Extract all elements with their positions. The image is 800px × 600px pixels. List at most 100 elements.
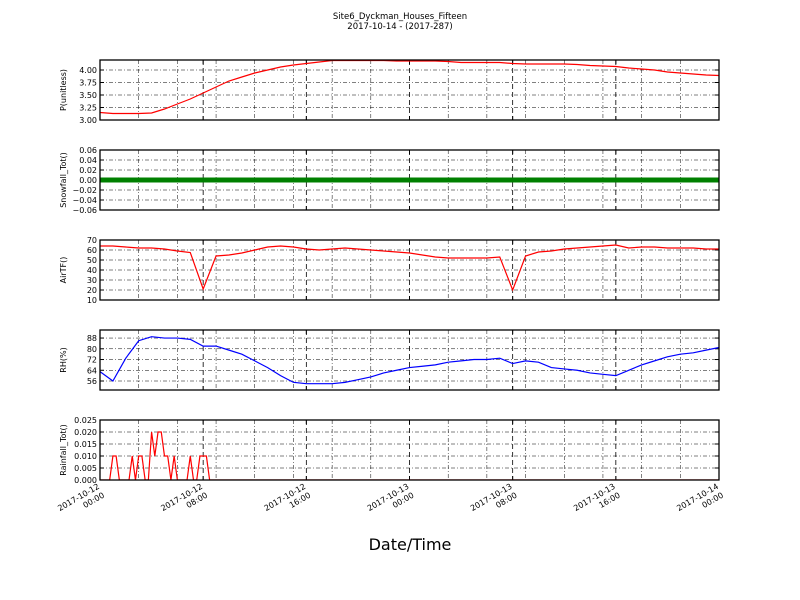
- y-tick-label: 30: [87, 276, 97, 285]
- data-point: [678, 177, 683, 183]
- data-point: [416, 177, 422, 183]
- data-point: [258, 177, 264, 183]
- data-point: [288, 177, 293, 183]
- data-point: [465, 177, 470, 183]
- y-tick-label: 56: [87, 377, 97, 386]
- data-point: [371, 177, 377, 183]
- data-point: [594, 177, 599, 183]
- y-tick-label: 0.00: [79, 176, 97, 185]
- data-point: [329, 177, 335, 183]
- data-point: [642, 177, 648, 183]
- data-point: [255, 177, 261, 183]
- data-point: [220, 177, 225, 183]
- data-point: [681, 177, 686, 183]
- data-point: [104, 177, 109, 183]
- data-point: [607, 177, 612, 183]
- data-point: [523, 177, 528, 183]
- data-point: [429, 177, 435, 183]
- data-point: [475, 177, 480, 183]
- data-point: [242, 177, 248, 183]
- data-point: [268, 177, 274, 183]
- y-tick-label: 0.000: [74, 476, 97, 485]
- data-point: [291, 177, 296, 183]
- y-tick-label: 50: [87, 256, 97, 265]
- data-point: [591, 177, 596, 183]
- data-point: [565, 177, 570, 183]
- data-point: [558, 177, 564, 183]
- data-point: [700, 177, 706, 183]
- data-point: [226, 177, 232, 183]
- data-point: [365, 177, 370, 183]
- data-point: [223, 177, 228, 183]
- data-point: [645, 177, 651, 183]
- data-point: [368, 177, 374, 183]
- data-point: [526, 177, 531, 183]
- data-point: [691, 177, 696, 183]
- y-tick-label: −0.06: [72, 206, 97, 215]
- axes-frame: [99, 419, 720, 481]
- data-point: [191, 177, 196, 183]
- data-point: [707, 177, 712, 183]
- y-axis-label: RH(%): [59, 347, 68, 372]
- data-point: [323, 177, 328, 183]
- data-point: [452, 177, 457, 183]
- data-point: [339, 177, 344, 183]
- data-point: [378, 177, 383, 183]
- data-point: [381, 177, 386, 183]
- data-point: [555, 177, 561, 183]
- data-point: [217, 177, 222, 183]
- y-tick-label: 88: [87, 334, 97, 343]
- data-point: [349, 177, 354, 183]
- data-point: [423, 177, 428, 183]
- data-point: [587, 177, 593, 183]
- data-point: [674, 177, 680, 183]
- axes-frame: [99, 239, 720, 301]
- data-point: [484, 177, 490, 183]
- data-point: [326, 177, 332, 183]
- data-point: [188, 177, 193, 183]
- y-tick-label: 4.00: [79, 66, 97, 75]
- data-point: [449, 177, 454, 183]
- data-point: [407, 177, 412, 183]
- data-point: [668, 177, 673, 183]
- data-point: [426, 177, 432, 183]
- data-point: [404, 177, 409, 183]
- y-axis-label: Snowfall_Tot(): [59, 152, 68, 208]
- data-point: [210, 177, 216, 183]
- data-point: [562, 177, 567, 183]
- y-tick-label: −0.02: [72, 186, 97, 195]
- data-point: [703, 177, 709, 183]
- y-tick-label: −0.04: [72, 196, 97, 205]
- data-point: [533, 177, 538, 183]
- data-point: [471, 177, 477, 183]
- series-line: [100, 60, 719, 115]
- data-point: [468, 177, 473, 183]
- series-line: [100, 244, 719, 292]
- data-point: [262, 177, 267, 183]
- data-point: [626, 177, 631, 183]
- data-point: [142, 177, 148, 183]
- data-point: [197, 177, 203, 183]
- data-point: [139, 177, 145, 183]
- data-point: [297, 177, 303, 183]
- data-point: [317, 177, 322, 183]
- data-point: [239, 177, 245, 183]
- data-point: [549, 177, 554, 183]
- data-point: [136, 177, 141, 183]
- data-point: [694, 177, 699, 183]
- data-point: [249, 177, 254, 183]
- data-point: [233, 177, 238, 183]
- y-tick-label: 3.75: [79, 79, 97, 88]
- data-point: [697, 177, 702, 183]
- y-axis-label: P(unitless): [59, 69, 68, 111]
- data-point: [584, 177, 590, 183]
- data-point: [658, 177, 664, 183]
- axes-frame: [99, 59, 720, 121]
- data-point: [130, 177, 135, 183]
- y-tick-label: 64: [87, 366, 97, 375]
- data-point: [133, 177, 138, 183]
